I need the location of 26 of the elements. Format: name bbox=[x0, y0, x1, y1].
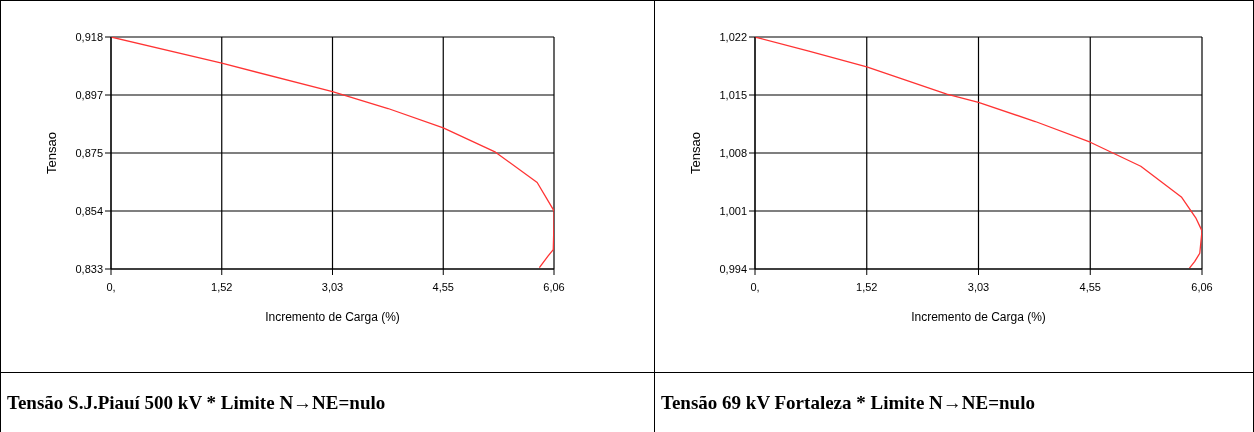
y-tick-label: 1,015 bbox=[719, 88, 747, 101]
x-tick-label: 6,06 bbox=[1191, 280, 1213, 293]
x-axis-title: Incremento de Carga (%) bbox=[265, 310, 400, 324]
y-tick-label: 1,022 bbox=[719, 30, 747, 43]
y-tick-label: 0,994 bbox=[719, 262, 747, 275]
y-tick-label: 0,875 bbox=[75, 146, 103, 159]
y-tick-label: 0,918 bbox=[75, 30, 103, 43]
y-tick-label: 1,008 bbox=[719, 146, 747, 159]
x-tick-label: 0, bbox=[750, 280, 760, 293]
x-axis-title: Incremento de Carga (%) bbox=[911, 310, 1046, 324]
y-tick-label: 0,897 bbox=[75, 88, 103, 101]
y-tick-label: 0,854 bbox=[75, 204, 103, 217]
x-tick-label: 0, bbox=[106, 280, 116, 293]
x-tick-label: 4,55 bbox=[1079, 280, 1101, 293]
x-tick-label: 1,52 bbox=[211, 280, 233, 293]
x-tick-label: 3,03 bbox=[321, 280, 344, 293]
text: Tensão 69 kV Fortaleza * Limite N→NE=nulo bbox=[655, 372, 1253, 432]
y-tick-label: 1,001 bbox=[719, 204, 747, 217]
x-tick-label: 4,55 bbox=[432, 280, 454, 293]
y-axis-title: Tensao bbox=[687, 132, 703, 174]
x-tick-label: 1,52 bbox=[856, 280, 878, 293]
y-tick-label: 0,833 bbox=[75, 262, 103, 275]
x-tick-label: 6,06 bbox=[543, 280, 565, 293]
text: Tensão S.J.Piauí 500 kV * Limite N→NE=nulo bbox=[1, 372, 654, 432]
y-axis-title: Tensao bbox=[43, 132, 59, 174]
x-tick-label: 3,03 bbox=[967, 280, 990, 293]
